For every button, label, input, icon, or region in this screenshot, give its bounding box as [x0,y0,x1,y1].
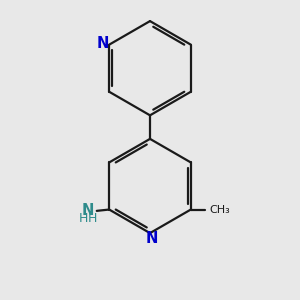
Text: N: N [82,203,94,218]
Text: N: N [146,231,158,246]
Text: CH₃: CH₃ [209,205,230,214]
Text: H: H [79,212,88,225]
Text: N: N [97,36,109,51]
Text: H: H [88,212,98,225]
